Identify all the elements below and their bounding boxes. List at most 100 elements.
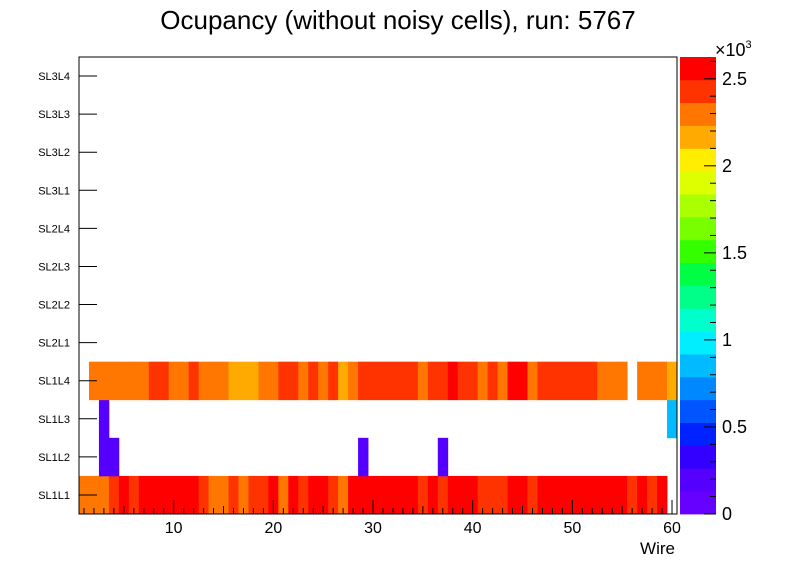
heatmap-cell [507, 361, 518, 401]
x-tick-label: 50 [563, 520, 581, 537]
y-tick-label: SL1L4 [38, 376, 70, 388]
heatmap-cell [118, 361, 130, 401]
colorbar-bin [680, 445, 716, 469]
y-tick-label: SL1L2 [38, 452, 70, 464]
heatmap-cell [218, 361, 229, 401]
heatmap-cell [118, 475, 130, 515]
heatmap-cell [417, 475, 429, 515]
colorbar-bin [680, 79, 716, 104]
heatmap-cell [397, 361, 409, 401]
y-tick-label: SL3L4 [38, 71, 70, 83]
x-tick-label: 40 [464, 520, 482, 537]
colorbar-tick-label: 0 [722, 504, 732, 524]
heatmap-cell [497, 475, 508, 515]
heatmap-cell [437, 437, 449, 477]
heatmap-cell [557, 361, 568, 401]
heatmap-cell [338, 361, 349, 401]
heatmap-cell [298, 361, 309, 401]
heatmap-cell [368, 475, 379, 515]
colorbar-bin [680, 331, 716, 355]
heatmap-cell [497, 361, 508, 401]
x-tick-label: 60 [663, 520, 681, 537]
colorbar-bin [680, 148, 716, 172]
heatmap-cell [318, 361, 329, 401]
heatmap-cell [308, 361, 319, 401]
heatmap-cell [378, 475, 389, 515]
colorbar-tick-label: 1 [722, 330, 732, 350]
heatmap-cell [108, 475, 120, 515]
heatmap-cell [457, 361, 469, 401]
heatmap-cell [447, 361, 459, 401]
y-tick-label: SL2L4 [38, 223, 70, 235]
heatmap-cell [637, 361, 648, 401]
heatmap-cell [188, 475, 199, 515]
heatmap-cell [258, 361, 269, 401]
colorbar-multiplier: ×103 [715, 39, 752, 60]
heatmap-cell [218, 475, 229, 515]
heatmap-cell [238, 361, 249, 401]
colorbar-multiplier-base: ×10 [715, 40, 746, 60]
heatmap-cell [178, 361, 190, 401]
x-tick-label: 20 [264, 520, 282, 537]
heatmap-cell [657, 361, 668, 401]
heatmap-cell [208, 475, 219, 515]
chart-title: Ocupancy (without noisy cells), run: 576… [160, 5, 635, 35]
heatmap-cell [517, 475, 528, 515]
heatmap-cell [517, 361, 528, 401]
heatmap-cell [537, 361, 548, 401]
colorbar-tick-label: 0.5 [722, 417, 747, 437]
colorbar-tick-label: 1.5 [722, 243, 747, 263]
heatmap-cell [328, 361, 339, 401]
heatmap-cell [238, 475, 249, 515]
heatmap-cell [607, 361, 618, 401]
heatmap-cell [407, 475, 419, 515]
heatmap-cell [288, 475, 299, 515]
colorbar-bin [680, 285, 716, 309]
y-tick-label: SL3L2 [38, 147, 70, 159]
heatmap-cell [328, 475, 339, 515]
y-tick-label: SL1L1 [38, 490, 70, 502]
heatmap-cell [158, 361, 170, 401]
heatmap-cell [198, 475, 209, 515]
heatmap-cell [138, 361, 150, 401]
heatmap-cell [278, 361, 289, 401]
heatmap-cell [288, 361, 299, 401]
y-tick-label: SL2L1 [38, 338, 70, 350]
colorbar-exponent: 3 [746, 39, 752, 51]
colorbar-bin [680, 262, 716, 286]
y-tick-label: SL2L2 [38, 300, 70, 312]
heatmap-cell [248, 361, 259, 401]
heatmap-cell [417, 361, 429, 401]
heatmap-cell [138, 475, 150, 515]
heatmap-cell [557, 475, 568, 515]
heatmap-cell [467, 475, 479, 515]
heatmap-cell [567, 475, 578, 515]
heatmap-cell [657, 475, 668, 515]
heatmap-cell [507, 475, 518, 515]
y-tick-label: SL1L3 [38, 414, 70, 426]
heatmap-cell [387, 475, 399, 515]
heatmap-cell [617, 475, 628, 515]
colorbar-tick-label: 2 [722, 156, 732, 176]
heatmap-cell [278, 475, 289, 515]
heatmap-cell [587, 361, 598, 401]
y-tick-label: SL3L1 [38, 185, 70, 197]
colorbar-bin [680, 491, 716, 515]
heatmap-cell [487, 475, 498, 515]
heatmap-cell [108, 437, 120, 477]
heatmap-cell [108, 361, 120, 401]
heatmap-cell [607, 475, 618, 515]
y-axis: SL1L1 SL1L2 SL1L3 SL1L4 SL2L1 SL2L2 SL2L3 SL2L4… [38, 71, 97, 502]
heatmap-cell [537, 475, 548, 515]
heatmap-cell [258, 475, 269, 515]
colorbar-bin [680, 239, 716, 264]
heatmap-cell [577, 361, 588, 401]
heatmap-cell [268, 361, 279, 401]
colorbar-bin [680, 102, 716, 126]
plot-frame [78, 56, 678, 515]
heatmap-cell [98, 399, 110, 439]
heatmap-cell [567, 361, 578, 401]
heatmap-cell [148, 361, 160, 401]
heatmap-cell [168, 361, 180, 401]
